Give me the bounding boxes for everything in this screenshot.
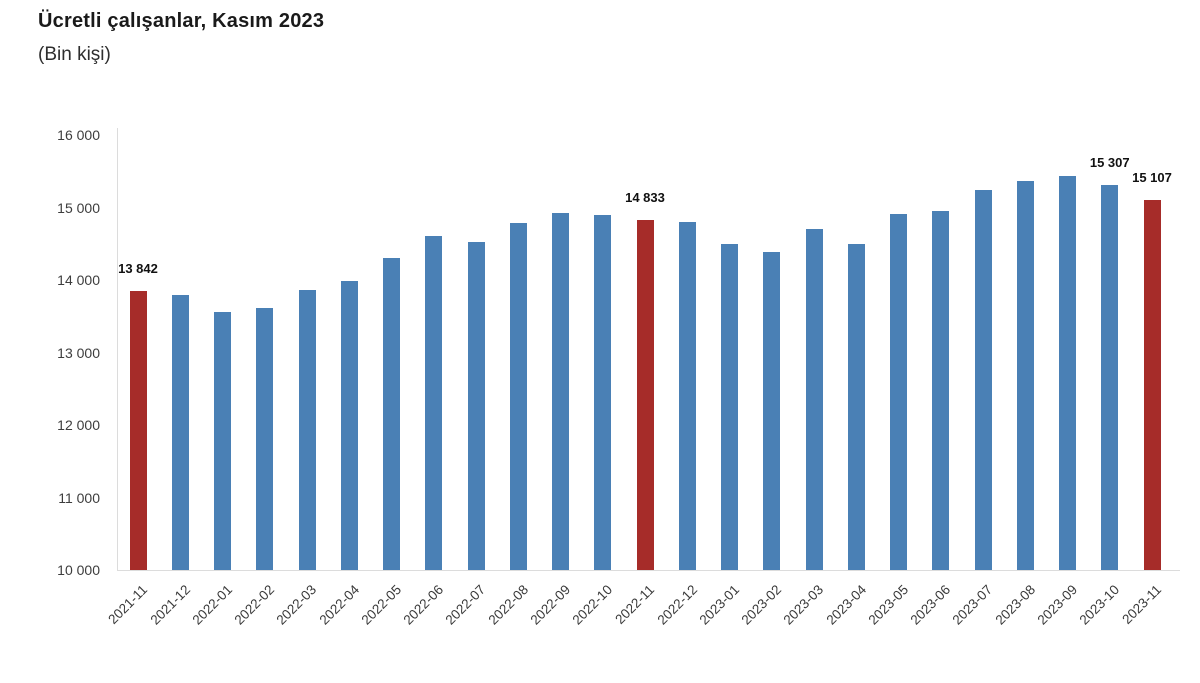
x-axis-tick-label: 2022-04 bbox=[316, 582, 362, 628]
bar bbox=[763, 251, 781, 570]
bar-data-label: 15 107 bbox=[1132, 169, 1172, 185]
bar bbox=[678, 222, 696, 570]
bar bbox=[890, 214, 907, 570]
bar bbox=[1016, 180, 1034, 570]
x-axis-tick-label: 2023-06 bbox=[907, 582, 954, 628]
y-axis-tick-label: 11 000 bbox=[58, 489, 100, 506]
y-axis-line bbox=[117, 128, 118, 570]
x-axis-tick-label: 2022-09 bbox=[527, 582, 574, 628]
bar-highlighted bbox=[636, 219, 654, 570]
x-axis-tick-label: 2022-07 bbox=[442, 582, 489, 628]
bar bbox=[1059, 176, 1076, 570]
bar-data-label: 15 307 bbox=[1089, 155, 1130, 171]
bar bbox=[425, 235, 443, 570]
chart-subtitle: (Bin kişi) bbox=[38, 44, 111, 65]
chart-title: Ücretli çalışanlar, Kasım 2023 bbox=[38, 10, 325, 32]
bar bbox=[383, 257, 400, 570]
x-axis-tick-label: 2023-08 bbox=[992, 582, 1038, 628]
y-axis-tick-label: 10 000 bbox=[57, 562, 100, 578]
bar bbox=[974, 190, 992, 570]
bar-data-label: 14 833 bbox=[625, 189, 665, 205]
bar bbox=[298, 290, 316, 570]
bar bbox=[932, 211, 950, 570]
y-axis-tick-label: 15 000 bbox=[57, 199, 100, 216]
x-axis-tick-label: 2023-03 bbox=[780, 582, 827, 628]
x-axis-tick-label: 2022-01 bbox=[189, 582, 236, 628]
bar bbox=[1101, 185, 1119, 570]
x-axis-tick-label: 2022-12 bbox=[654, 582, 700, 628]
bar bbox=[594, 215, 612, 570]
x-axis-line bbox=[117, 570, 1180, 571]
bar bbox=[805, 229, 823, 570]
x-axis-tick-label: 2022-05 bbox=[358, 582, 405, 628]
x-axis-tick-label: 2023-05 bbox=[865, 582, 912, 628]
x-axis-tick-label: 2023-10 bbox=[1076, 582, 1123, 628]
bar bbox=[340, 280, 358, 570]
y-axis-tick-label: 14 000 bbox=[57, 272, 100, 288]
bar bbox=[214, 311, 231, 570]
x-axis-tick-label: 2023-02 bbox=[738, 582, 785, 628]
bar-data-label: 13 842 bbox=[118, 261, 158, 277]
bar bbox=[467, 241, 485, 570]
x-axis-tick-label: 2023-11 bbox=[1119, 582, 1165, 627]
bar bbox=[552, 213, 569, 570]
x-axis-tick-label: 2022-08 bbox=[485, 582, 531, 628]
y-axis-tick-label: 13 000 bbox=[57, 344, 100, 361]
x-axis-tick-label: 2021-11 bbox=[105, 582, 151, 627]
bar bbox=[721, 243, 738, 570]
x-axis-tick-label: 2021-12 bbox=[147, 582, 193, 628]
y-axis-tick-label: 12 000 bbox=[57, 417, 100, 433]
bar bbox=[509, 223, 527, 570]
x-axis-tick-label: 2022-02 bbox=[231, 582, 278, 628]
x-axis-tick-label: 2022-06 bbox=[400, 582, 447, 628]
bar bbox=[847, 243, 865, 570]
x-axis-tick-label: 2023-01 bbox=[696, 582, 743, 628]
x-axis-tick-label: 2023-07 bbox=[949, 582, 996, 628]
y-axis-tick-label: 16 000 bbox=[57, 127, 100, 143]
x-axis-tick-label: 2022-03 bbox=[273, 582, 320, 628]
x-axis-tick-label: 2022-11 bbox=[612, 582, 658, 627]
x-axis-tick-label: 2022-10 bbox=[569, 582, 616, 628]
bar bbox=[171, 295, 189, 570]
x-axis-tick-label: 2023-09 bbox=[1034, 582, 1081, 628]
bar-highlighted bbox=[1143, 199, 1161, 570]
x-axis-tick-label: 2023-04 bbox=[823, 582, 869, 628]
bar bbox=[256, 308, 274, 570]
bar-highlighted bbox=[129, 291, 147, 570]
